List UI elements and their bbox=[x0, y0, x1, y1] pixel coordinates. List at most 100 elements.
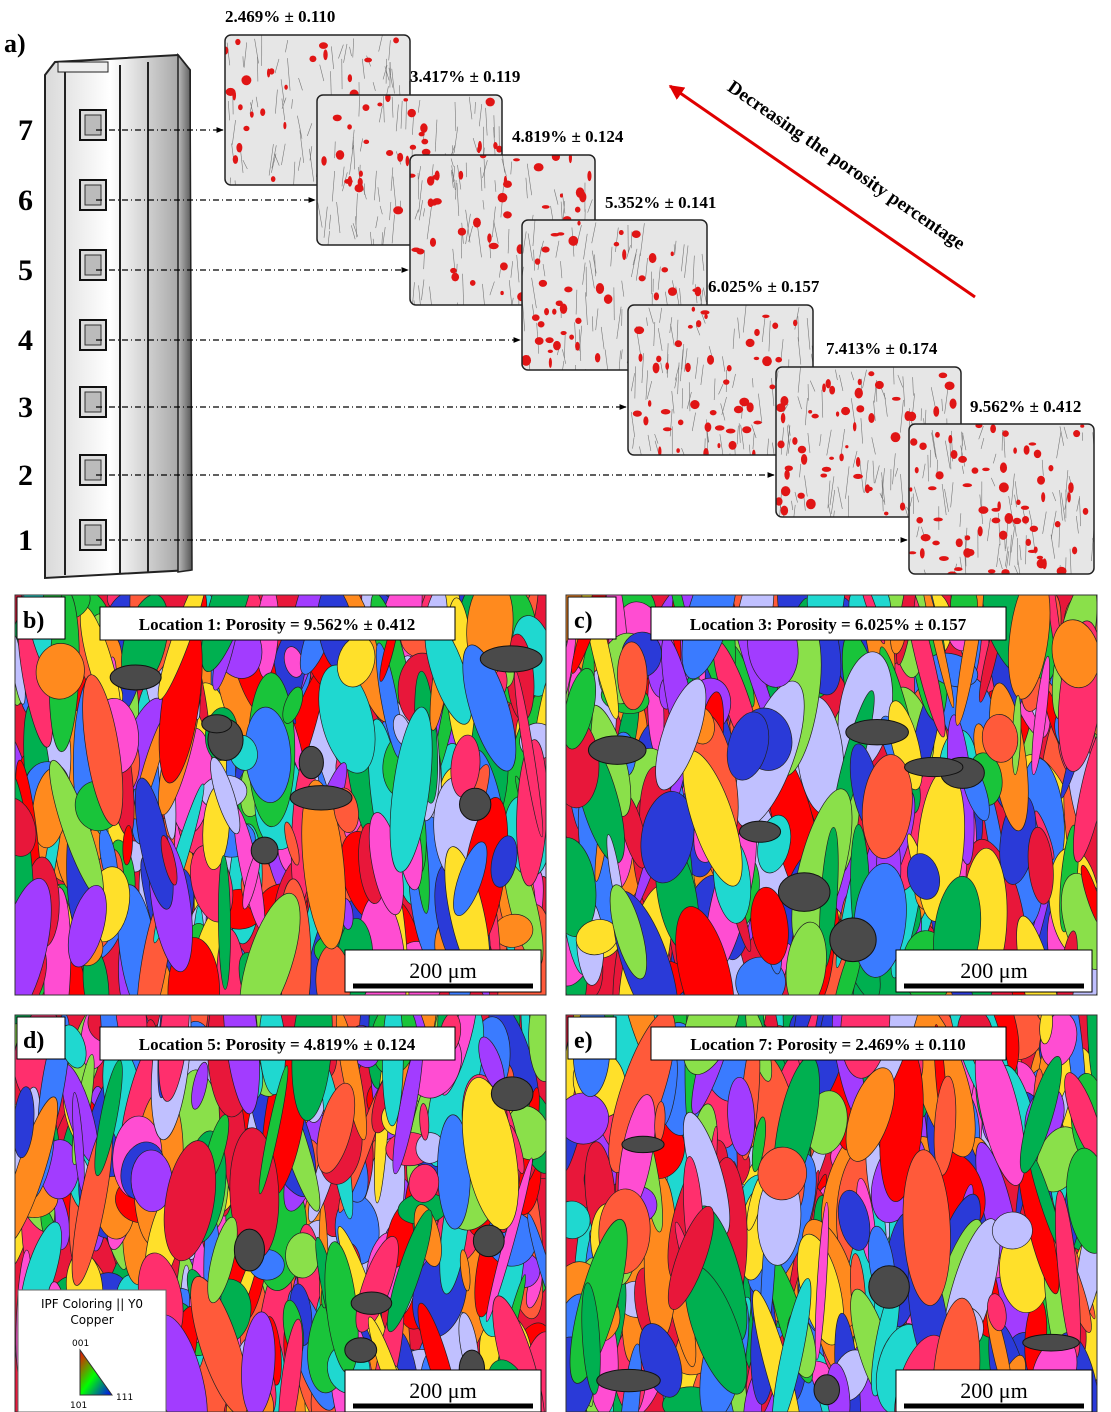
panel-label: a) bbox=[4, 29, 26, 58]
pore bbox=[406, 156, 410, 167]
pore bbox=[958, 456, 967, 463]
pore bbox=[202, 715, 232, 733]
porosity-value: 3.417% ± 0.119 bbox=[410, 67, 520, 86]
pore bbox=[503, 211, 512, 218]
pore bbox=[421, 139, 428, 145]
pore bbox=[858, 379, 862, 385]
pore bbox=[820, 473, 827, 477]
pore bbox=[700, 310, 709, 314]
pore bbox=[685, 363, 691, 372]
pore bbox=[1048, 465, 1053, 471]
location-window-inner bbox=[85, 185, 101, 205]
pore bbox=[243, 126, 249, 131]
pore bbox=[500, 262, 508, 270]
pore bbox=[948, 435, 952, 443]
panel-caption: Location 5: Porosity = 4.819% ± 0.124 bbox=[139, 1035, 416, 1054]
pore bbox=[283, 122, 286, 129]
pore bbox=[826, 379, 831, 388]
ipf-corner: 111 bbox=[116, 1393, 133, 1403]
pore bbox=[470, 280, 476, 286]
pore bbox=[776, 403, 785, 412]
pore bbox=[333, 115, 342, 122]
location-label: 7 bbox=[18, 114, 33, 147]
pore bbox=[753, 421, 761, 425]
pore bbox=[1080, 425, 1084, 428]
pore bbox=[900, 502, 905, 510]
pore bbox=[1083, 508, 1089, 515]
location-label: 3 bbox=[18, 391, 33, 424]
pore bbox=[430, 238, 436, 247]
pore bbox=[420, 123, 427, 133]
pore bbox=[956, 538, 963, 547]
pore bbox=[999, 482, 1009, 492]
pore bbox=[954, 567, 962, 571]
pore bbox=[808, 410, 812, 414]
pore bbox=[450, 268, 457, 274]
pore bbox=[427, 176, 434, 186]
pore bbox=[692, 307, 695, 312]
pore bbox=[772, 323, 778, 329]
pore bbox=[723, 379, 729, 384]
pore bbox=[539, 280, 547, 287]
pore bbox=[935, 432, 940, 438]
pore bbox=[1034, 546, 1038, 553]
pore bbox=[1030, 526, 1038, 532]
pore bbox=[988, 569, 996, 573]
pore bbox=[410, 145, 416, 150]
pore bbox=[856, 405, 864, 412]
pore bbox=[622, 249, 626, 260]
pore bbox=[797, 493, 804, 499]
pore bbox=[1002, 430, 1009, 436]
pore bbox=[351, 1292, 392, 1314]
pore bbox=[435, 171, 440, 181]
pore bbox=[945, 381, 955, 390]
pore bbox=[982, 468, 990, 472]
pore bbox=[869, 1266, 910, 1308]
location-label: 2 bbox=[18, 459, 33, 492]
location-window-inner bbox=[85, 325, 101, 345]
pore bbox=[921, 534, 931, 541]
ebsd-map bbox=[542, 938, 1111, 1412]
pore bbox=[614, 242, 619, 246]
pore bbox=[588, 736, 646, 764]
pore bbox=[397, 153, 403, 162]
pore bbox=[853, 474, 863, 479]
build-schematic bbox=[45, 55, 192, 578]
pore bbox=[639, 354, 643, 362]
pore bbox=[513, 158, 520, 161]
grain bbox=[528, 984, 564, 1081]
porosity-value: 2.469% ± 0.110 bbox=[225, 7, 335, 26]
pore bbox=[363, 140, 369, 144]
pore bbox=[868, 413, 874, 423]
pore bbox=[781, 413, 786, 424]
pore bbox=[671, 252, 674, 257]
pore bbox=[717, 443, 720, 448]
pore bbox=[232, 90, 236, 100]
pore bbox=[884, 512, 889, 516]
pore bbox=[569, 334, 574, 339]
pore bbox=[806, 499, 816, 510]
pore bbox=[939, 372, 948, 378]
panel-label: d) bbox=[23, 1028, 44, 1054]
column-cap bbox=[58, 62, 108, 72]
grain-trace bbox=[727, 453, 730, 475]
pore bbox=[841, 407, 850, 415]
pore bbox=[705, 422, 712, 432]
pore bbox=[552, 309, 556, 315]
pore bbox=[704, 314, 708, 319]
panel-caption: Location 3: Porosity = 6.025% ± 0.157 bbox=[690, 615, 967, 634]
location-window-inner bbox=[85, 255, 101, 275]
pore bbox=[661, 267, 668, 272]
pore bbox=[688, 325, 693, 329]
pore bbox=[649, 253, 657, 263]
pore bbox=[781, 486, 790, 496]
pore bbox=[1068, 482, 1074, 493]
pore bbox=[595, 353, 600, 362]
pore bbox=[747, 402, 754, 412]
pore bbox=[535, 258, 540, 264]
pore bbox=[596, 283, 604, 294]
pore bbox=[576, 346, 579, 351]
pore bbox=[489, 243, 499, 249]
panel-caption: Location 1: Porosity = 9.562% ± 0.412 bbox=[139, 615, 416, 634]
figure: a) 76543212.469% ± 0.1103.417% ± 0.1194.… bbox=[0, 0, 1111, 1412]
